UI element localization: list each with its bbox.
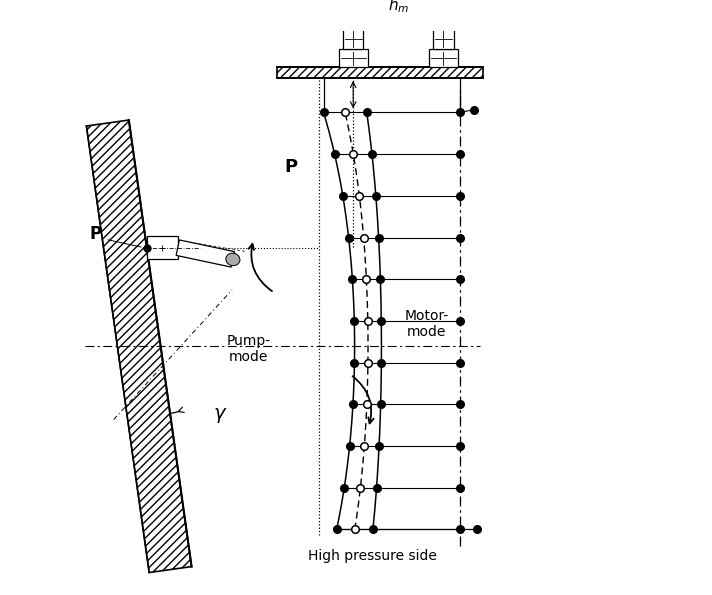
Bar	[429, 15, 457, 28]
Text: High pressure side: High pressure side	[308, 549, 437, 563]
Bar	[277, 67, 483, 78]
Text: Pump-
mode: Pump- mode	[227, 334, 271, 364]
Bar	[343, 28, 363, 49]
Bar	[429, 49, 458, 67]
Text: $h_m$: $h_m$	[387, 0, 409, 15]
Ellipse shape	[340, 5, 367, 26]
Text: Motor-
mode: Motor- mode	[404, 309, 449, 339]
Bar	[433, 28, 454, 49]
Ellipse shape	[429, 5, 457, 26]
Polygon shape	[147, 236, 178, 259]
Polygon shape	[176, 240, 234, 267]
Text: P: P	[90, 226, 102, 243]
Ellipse shape	[226, 253, 240, 265]
Bar	[338, 49, 368, 67]
Text: γ: γ	[214, 405, 225, 424]
Bar	[340, 15, 367, 28]
Polygon shape	[86, 120, 192, 572]
Text: P: P	[285, 158, 298, 176]
